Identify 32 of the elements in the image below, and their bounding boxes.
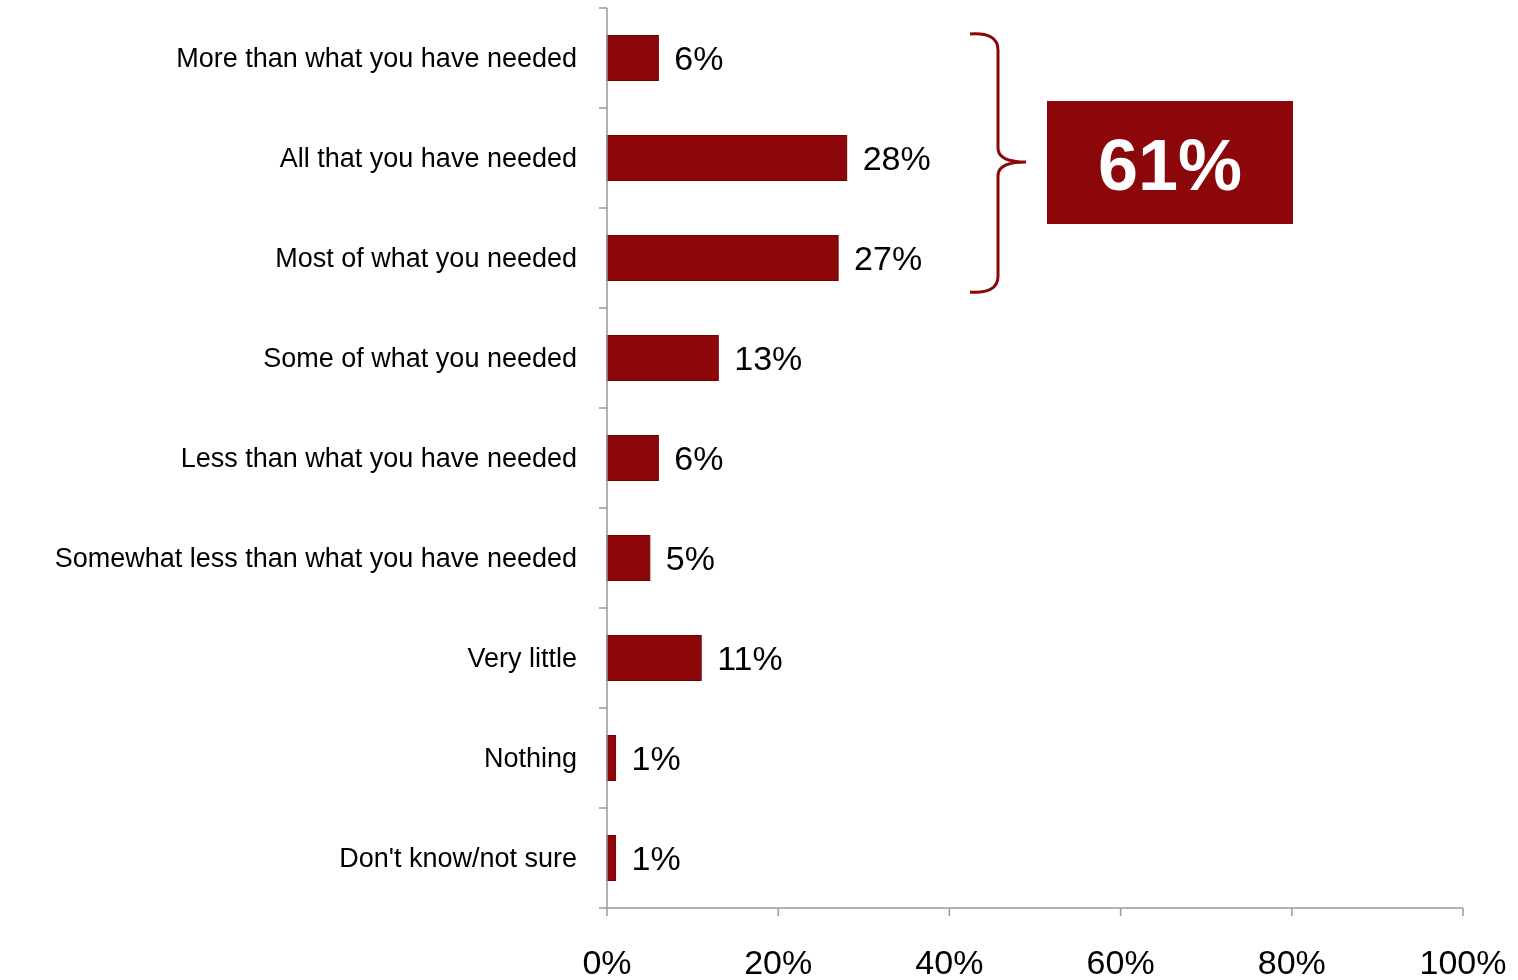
data-label: 6% xyxy=(674,38,724,77)
y-tick-label: Most of what you needed xyxy=(275,243,577,274)
bar xyxy=(606,435,659,481)
data-label: 1% xyxy=(631,738,681,777)
bar xyxy=(606,235,839,281)
x-tick-label: 20% xyxy=(744,943,813,980)
y-tick-label: All that you have needed xyxy=(279,143,577,174)
y-tick-label: Don't know/not sure xyxy=(339,843,577,874)
y-tick-label: Less than what you have needed xyxy=(180,443,577,474)
x-tick-label: 60% xyxy=(1086,943,1155,980)
x-tick-label: 0% xyxy=(582,943,632,980)
data-label: 6% xyxy=(674,438,724,477)
y-tick-label: Nothing xyxy=(483,743,577,774)
annotation: 61% xyxy=(1097,125,1243,206)
bar xyxy=(606,335,719,381)
data-label: 1% xyxy=(631,838,681,877)
data-label: 11% xyxy=(717,638,783,677)
x-tick-label: 100% xyxy=(1419,943,1507,980)
x-tick-label: 80% xyxy=(1257,943,1326,980)
data-label: 28% xyxy=(862,138,931,177)
x-tick-label: 40% xyxy=(915,943,984,980)
bar xyxy=(606,135,848,181)
bar xyxy=(606,635,702,681)
data-label: 13% xyxy=(734,338,803,377)
data-label: 27% xyxy=(854,238,923,277)
bar xyxy=(606,535,651,581)
y-tick-label: Some of what you needed xyxy=(263,343,577,374)
y-tick-label: Very little xyxy=(467,643,577,674)
y-tick-label: More than what you have needed xyxy=(176,43,577,74)
bar xyxy=(606,35,659,81)
data-label: 5% xyxy=(665,538,715,577)
y-tick-label: Somewhat less than what you have needed xyxy=(54,543,577,574)
